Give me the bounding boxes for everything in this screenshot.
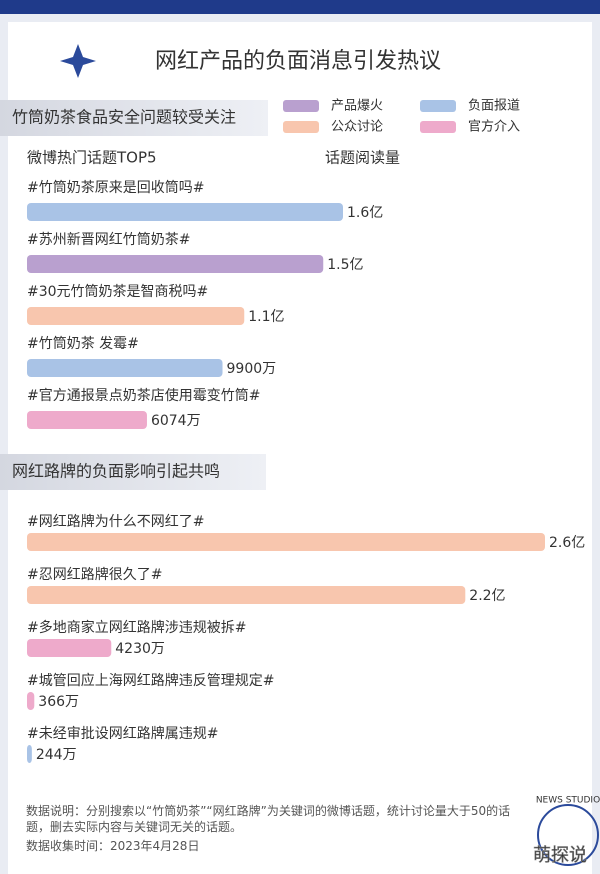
- column-header: 微博热门话题TOP5: [27, 149, 157, 167]
- legend-swatch: [420, 100, 456, 112]
- logo-ring: [537, 804, 599, 866]
- value-label: 6074万: [151, 413, 201, 429]
- data-date: 数据收集时间：2023年4月28日: [26, 839, 200, 853]
- category-label: #未经审批设网红路牌属违规#: [27, 725, 218, 742]
- category-label: #城管回应上海网红路牌违反管理规定#: [27, 672, 274, 689]
- card: [8, 22, 592, 874]
- bar: [27, 586, 466, 604]
- legend-swatch: [420, 121, 456, 133]
- value-label: 244万: [36, 747, 77, 763]
- category-label: #多地商家立网红路牌涉违规被拆#: [27, 619, 246, 636]
- value-label: 1.1亿: [248, 309, 284, 325]
- category-label: #竹筒奶茶 发霉#: [27, 335, 139, 352]
- category-label: #忍网红路牌很久了#: [27, 566, 162, 583]
- section-banner: [0, 100, 268, 136]
- watermark: 萌探说: [533, 845, 587, 866]
- value-label: 366万: [38, 694, 79, 710]
- value-label: 9900万: [227, 361, 277, 377]
- category-label: #官方通报景点奶茶店使用霉变竹筒#: [27, 387, 260, 404]
- bar: [27, 692, 35, 710]
- value-label: 4230万: [115, 641, 165, 657]
- value-label: 2.6亿: [549, 535, 585, 551]
- value-label: 2.2亿: [469, 588, 505, 604]
- bar: [27, 307, 245, 325]
- section-title: 网红路牌的负面影响引起共鸣: [12, 462, 220, 481]
- column-header: 话题阅读量: [325, 149, 400, 167]
- bar: [27, 639, 112, 657]
- bar: [27, 203, 343, 221]
- legend-swatch: [283, 100, 319, 112]
- legend-label: 官方介入: [468, 119, 520, 135]
- bar: [27, 745, 32, 763]
- value-label: 1.5亿: [327, 257, 363, 273]
- data-note: 数据说明：分别搜索以“竹筒奶茶”“网红路牌”为关键词的微博话题，统计讨论量大于5…: [26, 804, 511, 834]
- bar: [27, 533, 545, 551]
- category-label: #竹筒奶茶原来是回收筒吗#: [27, 179, 204, 196]
- bar: [27, 411, 147, 429]
- legend-swatch: [283, 121, 319, 133]
- category-label: #30元竹筒奶茶是智商税吗#: [27, 283, 208, 300]
- legend-label: 产品爆火: [331, 99, 383, 114]
- logo-text: NEWS STUDIO: [536, 796, 600, 806]
- star-icon: [60, 44, 96, 78]
- bar: [27, 255, 324, 273]
- top-band: [0, 0, 600, 14]
- bar: [27, 359, 223, 377]
- legend-label: 负面报道: [468, 99, 520, 114]
- page-title: 网红产品的负面消息引发热议: [155, 49, 441, 74]
- section-title: 竹筒奶茶食品安全问题较受关注: [12, 108, 236, 127]
- section-banner: [0, 454, 266, 490]
- category-label: #网红路牌为什么不网红了#: [27, 513, 204, 530]
- category-label: #苏州新晋网红竹筒奶茶#: [27, 231, 190, 248]
- legend-label: 公众讨论: [331, 120, 383, 135]
- value-label: 1.6亿: [347, 205, 383, 221]
